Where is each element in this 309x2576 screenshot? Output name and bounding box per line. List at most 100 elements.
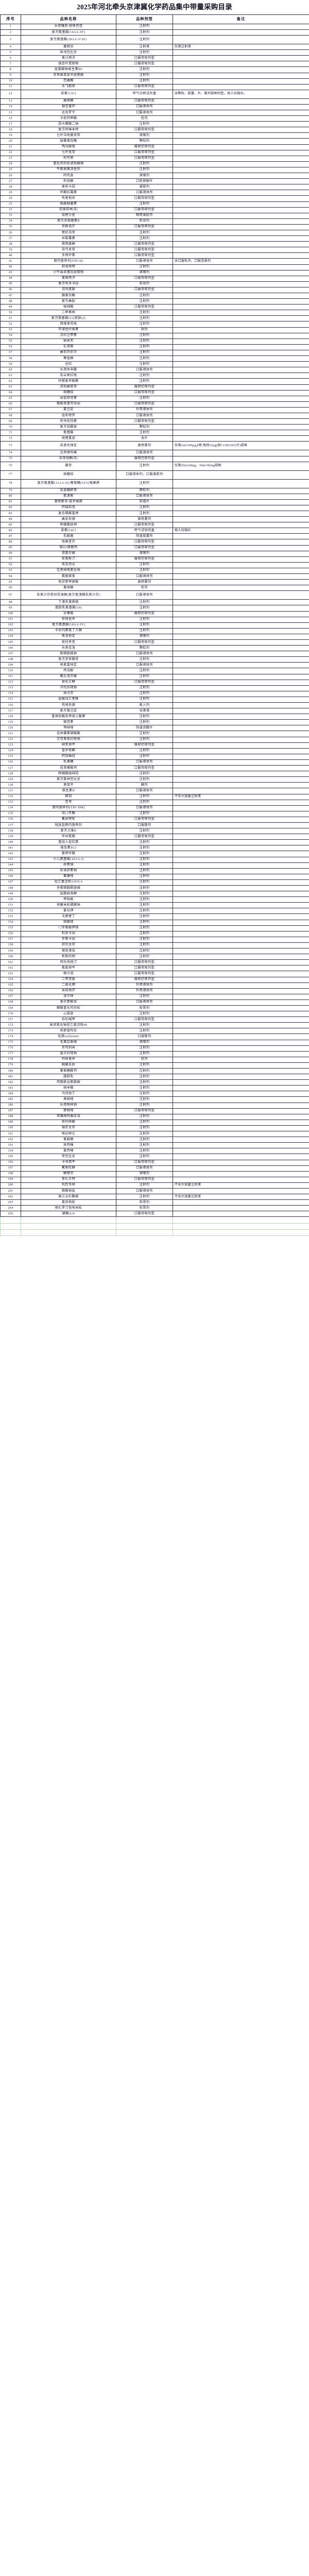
cell-name: 头孢噻肟/他唑巴坦 [21,23,116,30]
cell-form: 口服液体剂 [116,493,173,500]
table-row: 66 氨酚双氢可待因 口服常释剂型 [0,401,309,408]
table-row: 92 英克司兰 注射剂 [0,562,309,568]
table-row: 139 环丝氨酸 口服常释剂型 [0,834,309,840]
cell-note [173,919,309,926]
cell-seq: 185 [0,1096,21,1103]
cell-name: 二甲弗林 [21,310,116,316]
cell-form: 软膏剂 [116,1005,173,1012]
cell-name: 复方氨基酸(15)双肽(2) [21,315,116,322]
cell-name: 维生素D [21,788,116,794]
cell-note [173,913,309,920]
cell-form: 注射剂 [116,605,173,612]
cell-form: 注射剂 [116,504,173,512]
cell-form: 注射剂 [116,668,173,674]
table-row: 116 布地奈德 吸入剂 [0,702,309,709]
cell-form: 注射剂 [116,1011,173,1018]
cell-name: 复方利多卡因 [21,281,116,287]
cell-name: 缩宫素 [21,719,116,726]
table-row: 32 铝镁匹林(Ⅱ) 口服常释剂型 [0,207,309,213]
cell-empty [173,1229,309,1236]
cell-name: 肠内营养剂(TPF-DM) [21,805,116,811]
cell-note [173,229,309,236]
table-row: 59 谷红 注射剂 [0,361,309,368]
cell-form: 注射剂 [116,361,173,368]
cell-name: 异戊巴比妥 [21,49,116,56]
cell-note [173,765,309,772]
cell-note [173,104,309,111]
cell-empty [116,1216,173,1224]
cell-name: 氯胺酮 [21,1137,116,1143]
cell-form: 口服常释剂型 [116,959,173,966]
cell-form: 缓释控释剂型 [116,455,173,462]
cell-seq: 37 [0,235,21,242]
cell-form: 口服液体剂 [116,367,173,374]
cell-seq: 107 [0,651,21,657]
cell-note [173,349,309,357]
cell-name: 脂肪乳氨基酸(18) [21,605,116,612]
table-row: 126 乳果糖 口服液体剂 [0,759,309,766]
cell-note [173,1056,309,1063]
cell-name: 奥沙西泮 [21,55,116,62]
table-row: 155 门冬氨酸钾镁 注射剂 [0,925,309,931]
cell-note [173,1113,309,1120]
cell-name: 曲唑酮 [21,98,116,105]
cell-name: 色甘萘甲那敏 [21,579,116,586]
cell-name: 高三尖杉酯碱 [21,1194,116,1200]
cell-form: 注射剂 [116,292,173,299]
cell-name: 白芍总苷 [21,247,116,253]
cell-name: 阿托品 [21,173,116,179]
table-row: 91 依美斯汀 缓释控释剂型 [0,556,309,563]
cell-note [173,55,309,62]
cell-name: 黄体酮 [21,585,116,591]
cell-name: 维库溴铵 [21,948,116,955]
cell-form: 眼用凝胶剂 [116,212,173,219]
table-row: 48 复方曲肽 注射剂 [0,298,309,305]
cell-name: 苯巴比妥 [21,1154,116,1160]
cell-name: 银杏蜜环 [21,104,116,111]
cell-form: 口服液体剂 [116,1188,173,1195]
cell-form: 注射剂 [116,954,173,960]
table-row: 89 维D2磷葡钙 口服常释剂型 [0,545,309,551]
cell-seq: 125 [0,753,21,760]
cell-form: 注射剂 [116,78,173,84]
table-row: 65 尿促卵泡素 注射剂 [0,395,309,402]
cell-note [173,23,309,30]
cell-name: 甲钴胺 [21,896,116,903]
table-row: 54 汉防己甲素 注射剂 [0,332,309,339]
cell-name: 盐酸纳洛酮 [21,891,116,897]
cell-name: 尿素[14C] [21,528,116,534]
table-row: 111 氟比洛芬酯 注射剂 [0,673,309,680]
cell-note [173,1102,309,1109]
cell-form: 含片 [116,435,173,442]
cell-note [173,298,309,305]
cell-seq: 191 [0,1131,21,1138]
table-row: 168 美芬那敏铵 口服液体剂 [0,999,309,1006]
cell-seq: 63 [0,384,21,391]
cell-seq: 97 [0,590,21,600]
cell-name: 曲前列尼尔 [21,349,116,357]
cell-form: 注射剂 [116,753,173,760]
cell-note [173,384,309,391]
cell-note [173,782,309,789]
cell-note: 仅限1ml:500μg,8喷,每喷25μg(按C13H16N2计)规格 [173,441,309,451]
cell-form: 注射剂 [116,161,173,167]
table-row: 19 七叶洋地黄双苷 滴眼剂 [0,132,309,139]
cell-seq: 23 [0,155,21,162]
cell-note [173,611,309,617]
cell-form: 软膏剂 [116,1199,173,1206]
cell-seq: 158 [0,942,21,949]
table-row: 204 他扎罗汀倍他米松 软膏剂 [0,1205,309,1212]
cell-note [173,736,309,743]
cell-seq: 18 [0,127,21,133]
cell-note [173,585,309,591]
cell-form: 注射剂 [116,851,173,857]
cell-seq: 93 [0,567,21,574]
cell-form: 栓剂 [116,115,173,122]
cell-name: 斑蝥酸钠维生素B6 [21,66,116,73]
cell-seq: 180 [0,1067,21,1075]
cell-form: 注射剂 [116,793,173,800]
table-row: 26 阿托品 滴眼剂 [0,173,309,179]
cell-note [173,930,309,937]
cell-name: 复方三维B [21,828,116,835]
cell-note [173,799,309,806]
